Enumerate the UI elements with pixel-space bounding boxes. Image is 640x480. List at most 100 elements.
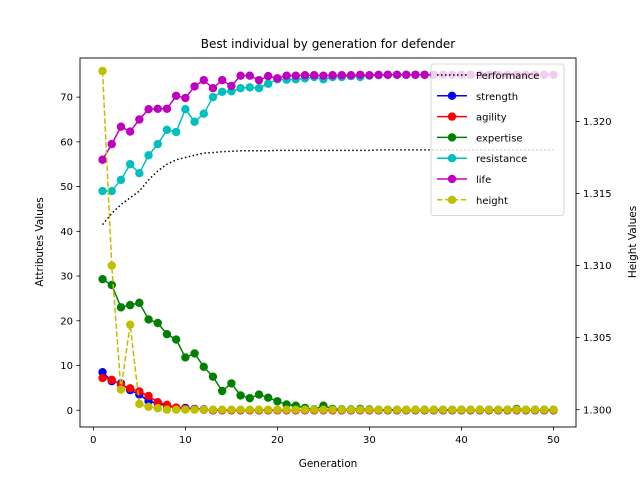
x-tick-label: 40 bbox=[455, 435, 468, 446]
data-point-height bbox=[476, 406, 484, 414]
data-point-life bbox=[154, 105, 162, 113]
legend-swatch-marker bbox=[448, 112, 456, 120]
y-tick-label: 60 bbox=[60, 137, 73, 148]
data-point-expertise bbox=[117, 303, 125, 311]
data-point-resistance bbox=[163, 126, 171, 134]
legend-label: life bbox=[476, 175, 491, 186]
data-point-height bbox=[282, 406, 290, 414]
data-point-resistance bbox=[98, 187, 106, 195]
data-point-resistance bbox=[190, 118, 198, 126]
data-point-height bbox=[411, 406, 419, 414]
data-point-expertise bbox=[163, 330, 171, 338]
data-point-height bbox=[503, 406, 511, 414]
data-point-height bbox=[181, 406, 189, 414]
data-point-expertise bbox=[227, 379, 235, 387]
data-point-expertise bbox=[108, 281, 116, 289]
data-point-height bbox=[236, 406, 244, 414]
data-point-height bbox=[301, 406, 309, 414]
data-point-life bbox=[135, 115, 143, 123]
y-tick-label: 10 bbox=[60, 361, 73, 372]
data-point-life bbox=[190, 82, 198, 90]
x-axis-label: Generation bbox=[299, 458, 358, 470]
data-point-life bbox=[393, 71, 401, 79]
data-point-height bbox=[457, 406, 465, 414]
data-point-expertise bbox=[190, 349, 198, 357]
data-point-height bbox=[448, 406, 456, 414]
data-point-height bbox=[273, 406, 281, 414]
data-point-resistance bbox=[218, 88, 226, 96]
data-point-height bbox=[522, 406, 530, 414]
data-point-resistance bbox=[154, 140, 162, 148]
data-point-expertise bbox=[218, 387, 226, 395]
y-tick-label: 0 bbox=[67, 406, 73, 417]
data-point-agility bbox=[98, 374, 106, 382]
data-point-life bbox=[338, 71, 346, 79]
legend-label: resistance bbox=[476, 154, 527, 165]
data-point-resistance bbox=[126, 160, 134, 168]
data-point-life bbox=[273, 74, 281, 82]
data-point-life bbox=[227, 82, 235, 90]
data-point-life bbox=[301, 71, 309, 79]
data-point-height bbox=[154, 404, 162, 412]
data-point-expertise bbox=[255, 390, 263, 398]
data-point-life bbox=[98, 156, 106, 164]
data-point-height bbox=[319, 406, 327, 414]
data-point-life bbox=[144, 105, 152, 113]
y2-axis-label: Height Values bbox=[627, 206, 639, 278]
data-point-life bbox=[172, 92, 180, 100]
data-point-life bbox=[163, 105, 171, 113]
data-point-resistance bbox=[209, 93, 217, 101]
y-tick-label: 30 bbox=[60, 272, 73, 283]
data-point-height bbox=[365, 406, 373, 414]
data-point-height bbox=[246, 406, 254, 414]
data-point-height bbox=[356, 406, 364, 414]
data-point-life bbox=[356, 71, 364, 79]
legend: Performancestrengthagilityexpertiseresis… bbox=[431, 64, 564, 216]
data-point-height bbox=[374, 406, 382, 414]
data-point-life bbox=[411, 71, 419, 79]
x-tick-label: 30 bbox=[363, 435, 376, 446]
y-tick-label: 50 bbox=[60, 182, 73, 193]
data-point-resistance bbox=[172, 128, 180, 136]
data-point-life bbox=[117, 122, 125, 130]
data-point-height bbox=[540, 406, 548, 414]
data-point-life bbox=[328, 71, 336, 79]
x-tick-label: 0 bbox=[90, 435, 96, 446]
data-point-height bbox=[126, 320, 134, 328]
data-point-agility bbox=[126, 384, 134, 392]
x-tick-label: 50 bbox=[547, 435, 560, 446]
data-point-height bbox=[402, 406, 410, 414]
data-point-life bbox=[218, 76, 226, 84]
data-point-height bbox=[338, 406, 346, 414]
data-point-life bbox=[246, 71, 254, 79]
data-point-resistance bbox=[135, 169, 143, 177]
legend-swatch-marker bbox=[448, 133, 456, 141]
data-point-height bbox=[108, 261, 116, 269]
data-point-resistance bbox=[200, 109, 208, 117]
data-point-height bbox=[98, 67, 106, 75]
data-point-expertise bbox=[246, 394, 254, 402]
data-point-height bbox=[163, 406, 171, 414]
data-point-life bbox=[264, 72, 272, 80]
data-point-life bbox=[374, 71, 382, 79]
data-point-expertise bbox=[200, 363, 208, 371]
data-point-expertise bbox=[181, 353, 189, 361]
data-point-height bbox=[347, 406, 355, 414]
legend-swatch-marker bbox=[448, 196, 456, 204]
data-point-height bbox=[549, 406, 557, 414]
data-point-life bbox=[365, 71, 373, 79]
data-point-life bbox=[292, 71, 300, 79]
data-point-life bbox=[282, 71, 290, 79]
data-point-life bbox=[347, 71, 355, 79]
y-tick-label: 20 bbox=[60, 316, 73, 327]
data-point-life bbox=[236, 71, 244, 79]
data-point-height bbox=[531, 406, 539, 414]
data-point-expertise bbox=[273, 397, 281, 405]
data-point-height bbox=[439, 406, 447, 414]
data-point-expertise bbox=[236, 391, 244, 399]
data-point-agility bbox=[135, 387, 143, 395]
data-point-life bbox=[310, 71, 318, 79]
y2-tick-label: 1.315 bbox=[583, 189, 612, 200]
data-point-height bbox=[494, 406, 502, 414]
